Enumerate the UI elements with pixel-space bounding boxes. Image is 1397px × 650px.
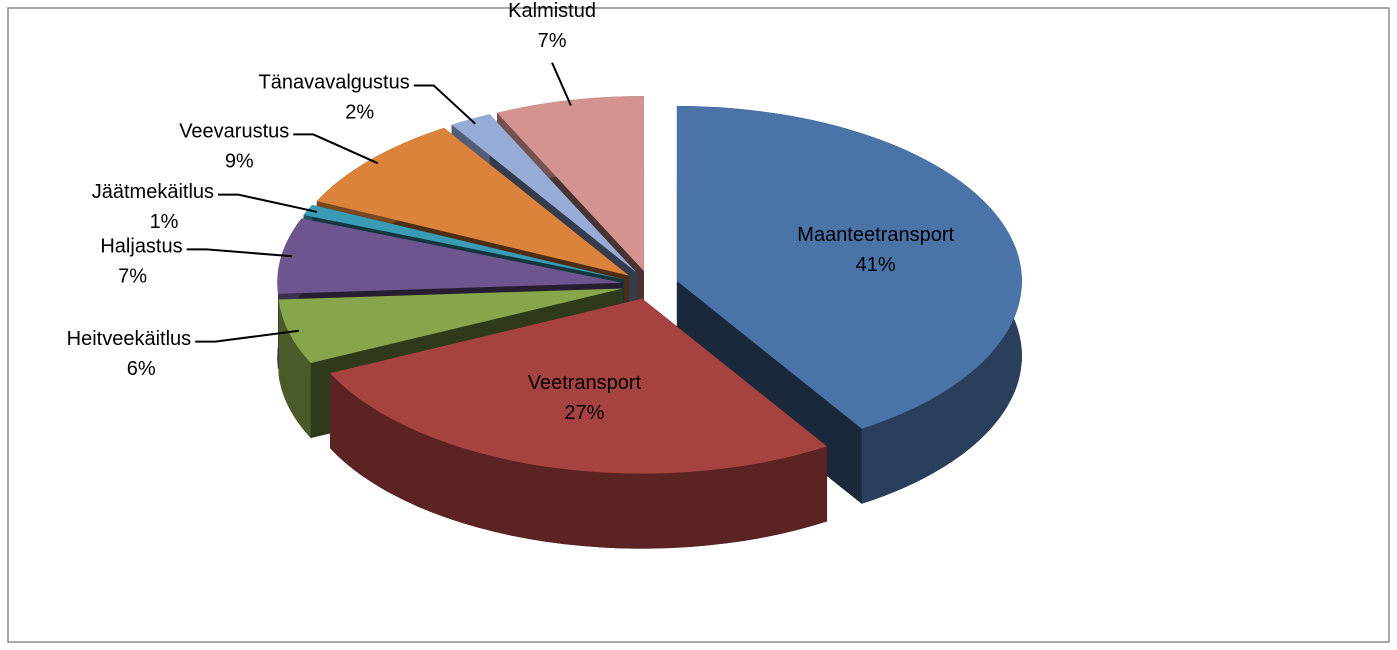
slice-wall	[278, 299, 311, 439]
slice-label: Veetransport	[528, 372, 642, 394]
slice-value-label: 7%	[538, 30, 567, 52]
slice	[330, 298, 828, 474]
slice-value-label: 2%	[345, 102, 374, 124]
leader-line	[195, 329, 299, 343]
slice-label: Maanteetransport	[797, 224, 954, 246]
slice-value-label: 6%	[127, 358, 156, 380]
slice-value-label: 1%	[150, 211, 179, 233]
slice-label: Veevarustus	[179, 121, 289, 143]
leader-line	[551, 62, 572, 106]
leader-line	[293, 133, 379, 165]
slice-label: Heitveekäitlus	[67, 328, 192, 350]
leader-line	[413, 84, 476, 125]
slice	[278, 288, 623, 364]
slice-wall	[330, 373, 828, 549]
slice-label: Tänavavalgustus	[259, 72, 410, 94]
slice	[676, 106, 1022, 429]
slice	[496, 96, 644, 272]
slice	[451, 114, 637, 273]
slice	[303, 204, 625, 280]
slice-label: Kalmistud	[508, 0, 596, 22]
slice	[277, 218, 623, 294]
slice-label: Haljastus	[100, 236, 182, 258]
slice-label: Jäätmekäitlus	[92, 181, 214, 203]
leader-line	[186, 248, 292, 258]
slice-value-label: 41%	[856, 254, 896, 276]
slice	[316, 127, 629, 276]
slice-value-label: 9%	[225, 151, 254, 173]
slice-value-label: 27%	[564, 402, 604, 424]
leader-line	[218, 193, 318, 213]
slice-value-label: 7%	[118, 266, 147, 288]
